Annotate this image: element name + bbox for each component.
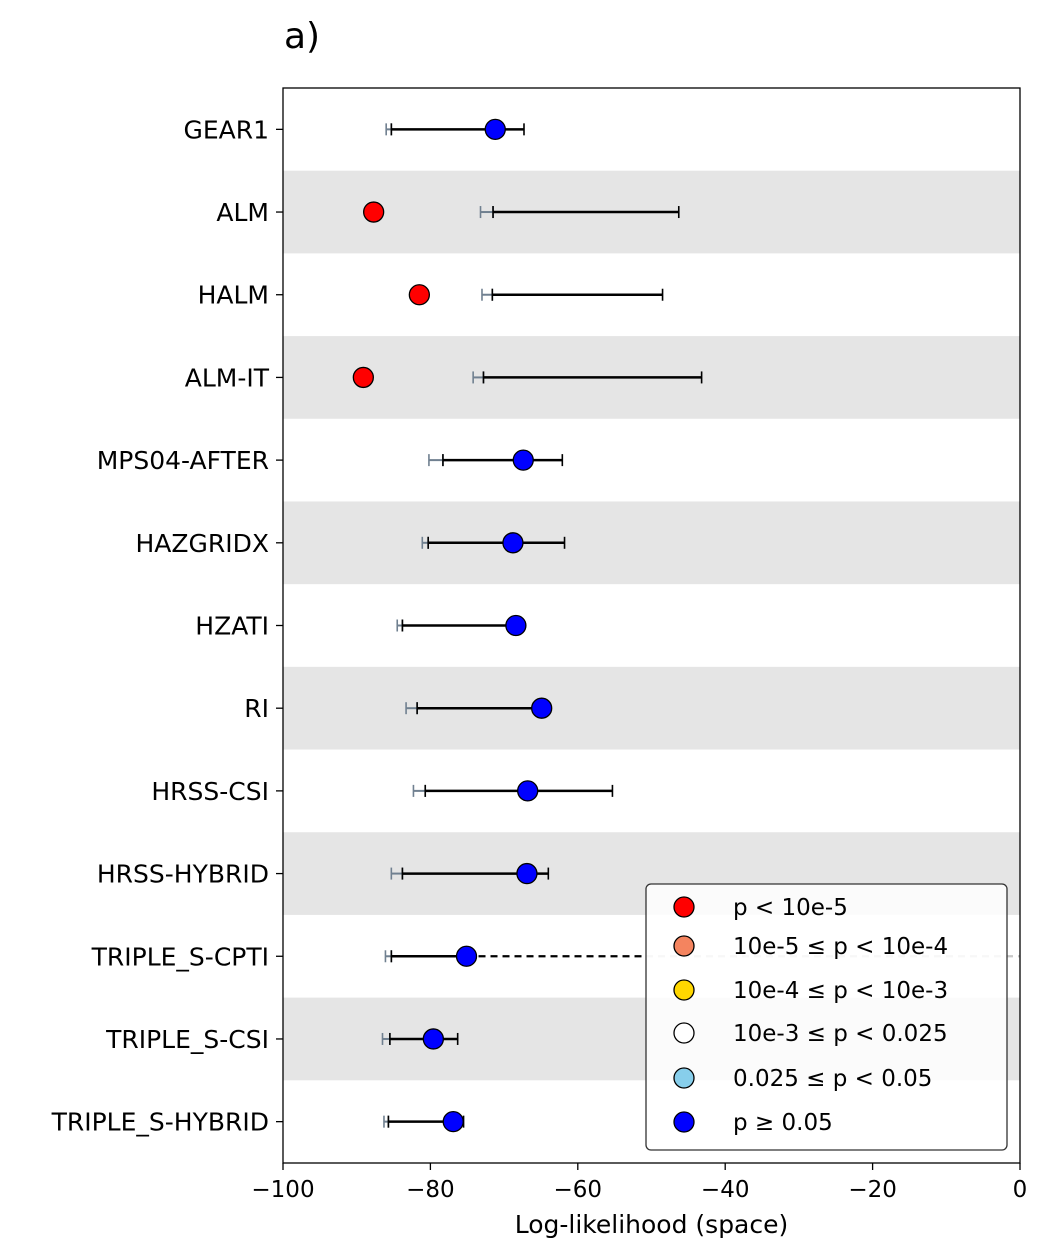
y-tick-label: TRIPLE_S-CSI <box>105 1025 269 1054</box>
observed-point <box>442 1111 464 1133</box>
legend-marker <box>673 896 695 918</box>
legend-box <box>645 883 1008 1151</box>
y-tick-label: ALM-IT <box>185 363 270 392</box>
row-band <box>283 501 1020 585</box>
observed-point <box>484 118 506 140</box>
observed-point <box>512 449 534 471</box>
axes: GEAR1 ALM HALM ALM-IT MPS04-AFTER HAZGRIDX HZA… <box>51 115 1028 1239</box>
legend-marker <box>673 979 695 1001</box>
observed-point <box>455 945 478 967</box>
observed-point <box>363 201 385 223</box>
legend-label: 10e-3 ≤ p < 0.025 <box>733 1021 948 1047</box>
observed-point <box>531 697 553 719</box>
y-tick-label: GEAR1 <box>183 115 269 144</box>
y-tick-label: TRIPLE_S-CPTI <box>91 942 269 971</box>
legend-marker <box>673 1067 695 1089</box>
x-tick-label: −100 <box>251 1177 314 1203</box>
observed-point <box>516 862 538 885</box>
legend-label: p ≥ 0.05 <box>733 1110 833 1136</box>
legend-label: 10e-4 ≤ p < 10e-3 <box>733 978 948 1004</box>
y-tick-label: HZATI <box>195 612 269 641</box>
panel-label: a) <box>284 16 320 57</box>
y-tick-label: HRSS-CSI <box>151 777 269 806</box>
y-tick-label: ALM <box>216 198 269 227</box>
observed-point <box>352 366 374 389</box>
y-tick-label: MPS04-AFTER <box>97 446 269 475</box>
x-tick-label: 0 <box>1013 1177 1028 1203</box>
legend: p < 10e-5 10e-5 ≤ p < 10e-4 10e-4 ≤ p < 10… <box>645 883 1008 1151</box>
y-tick-label: HAZGRIDX <box>135 529 269 558</box>
x-tick-label: −80 <box>406 1177 455 1203</box>
observed-point <box>505 614 527 637</box>
observed-point <box>408 284 430 306</box>
legend-marker <box>673 1022 695 1044</box>
y-tick-label: TRIPLE_S-HYBRID <box>51 1108 269 1137</box>
y-tick-label: RI <box>244 694 269 723</box>
y-tick-label: HRSS-HYBRID <box>97 860 269 889</box>
legend-label: p < 10e-5 <box>733 895 848 921</box>
legend-label: 0.025 ≤ p < 0.05 <box>733 1066 932 1092</box>
row-band <box>283 666 1020 750</box>
observed-point <box>517 780 539 802</box>
legend-marker <box>673 935 695 957</box>
y-tick-label: HALM <box>198 281 269 310</box>
x-tick-label: −40 <box>701 1177 750 1203</box>
observed-point <box>502 532 524 554</box>
legend-marker <box>673 1111 695 1133</box>
x-axis-label: Log-likelihood (space) <box>515 1210 789 1239</box>
legend-label: 10e-5 ≤ p < 10e-4 <box>733 934 948 960</box>
observed-point <box>422 1028 444 1050</box>
x-tick-label: −60 <box>554 1177 603 1203</box>
x-tick-label: −20 <box>848 1177 897 1203</box>
